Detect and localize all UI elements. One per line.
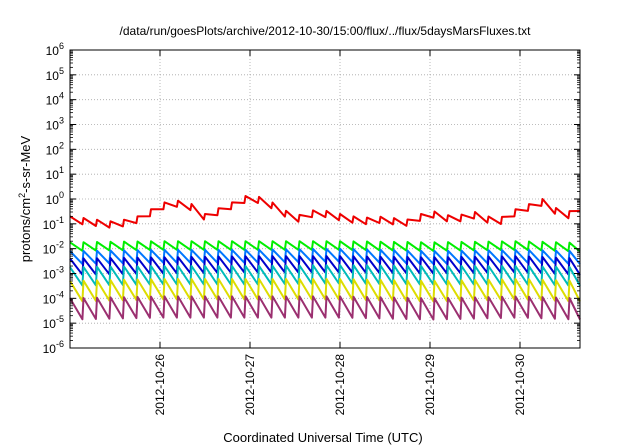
y-tick-label-exponent: -6 bbox=[56, 339, 64, 349]
x-tick-label: 2012-10-29 bbox=[423, 354, 437, 416]
data-series-line bbox=[69, 264, 581, 287]
y-axis-label-suffix: -s-sr-MeV bbox=[18, 135, 33, 192]
data-series-line bbox=[69, 240, 581, 253]
y-tick-label: 10-4 bbox=[43, 289, 64, 306]
y-tick-label: 10-3 bbox=[43, 265, 64, 282]
y-tick-label-exponent: -3 bbox=[56, 265, 64, 275]
y-tick-label-exponent: 6 bbox=[59, 41, 64, 51]
y-tick-label-base: 10 bbox=[46, 168, 60, 182]
x-axis-ticks: 2012-10-26 2012-10-27 2012-10-28 2012-10-29… bbox=[153, 50, 527, 415]
y-tick-label-base: 10 bbox=[46, 44, 60, 58]
y-tick-label-exponent: 4 bbox=[59, 91, 64, 101]
y-tick-label: 102 bbox=[46, 140, 64, 157]
y-tick-label-base: 10 bbox=[43, 218, 57, 232]
y-tick-label-base: 10 bbox=[43, 292, 57, 306]
y-tick-label-base: 10 bbox=[46, 69, 60, 83]
y-tick-label: 10-6 bbox=[43, 339, 64, 356]
x-tick-label: 2012-10-26 bbox=[153, 354, 167, 416]
chart-title: /data/run/goesPlots/archive/2012-10-30/1… bbox=[120, 24, 532, 38]
y-tick-label-base: 10 bbox=[43, 243, 57, 257]
grid bbox=[70, 50, 580, 348]
data-series-layer bbox=[69, 195, 581, 321]
y-tick-label: 10-1 bbox=[43, 215, 64, 232]
y-tick-label-base: 10 bbox=[46, 94, 60, 108]
y-tick-label: 100 bbox=[46, 190, 64, 207]
y-tick-label-exponent: 0 bbox=[59, 190, 64, 200]
x-tick-label: 2012-10-27 bbox=[243, 354, 257, 416]
x-axis-label: Coordinated Universal Time (UTC) bbox=[223, 430, 422, 445]
y-tick-label: 103 bbox=[46, 116, 64, 133]
y-axis-label-prefix: protons/cm bbox=[18, 198, 33, 262]
y-tick-label-base: 10 bbox=[43, 268, 57, 282]
data-series-line bbox=[69, 255, 581, 276]
y-tick-label: 104 bbox=[46, 91, 64, 108]
y-tick-label-exponent: -2 bbox=[56, 240, 64, 250]
y-axis-label: protons/cm2-s-sr-MeV bbox=[17, 135, 33, 262]
data-series-line bbox=[69, 295, 581, 321]
y-tick-label-exponent: 5 bbox=[59, 66, 64, 76]
x-tick-label: 2012-10-30 bbox=[513, 354, 527, 416]
y-tick-label-exponent: 1 bbox=[59, 165, 64, 175]
y-tick-label: 101 bbox=[46, 165, 64, 182]
y-tick-label: 10-2 bbox=[43, 240, 64, 257]
y-tick-label-exponent: 2 bbox=[59, 140, 64, 150]
data-series-line bbox=[69, 195, 581, 229]
y-tick-label-base: 10 bbox=[46, 193, 60, 207]
y-tick-label-base: 10 bbox=[43, 342, 57, 356]
x-tick-label: 2012-10-28 bbox=[333, 354, 347, 416]
y-tick-label-base: 10 bbox=[43, 317, 57, 331]
data-series-line bbox=[69, 247, 581, 265]
y-axis-ticks: 10-610-510-410-310-210-11001011021031041… bbox=[43, 41, 580, 356]
y-tick-label-exponent: -5 bbox=[56, 314, 64, 324]
y-tick-label: 105 bbox=[46, 66, 64, 83]
data-series-line bbox=[69, 278, 581, 303]
y-tick-label-exponent: -1 bbox=[56, 215, 64, 225]
y-axis-label-superscript: 2 bbox=[17, 193, 27, 198]
y-tick-label: 106 bbox=[46, 41, 64, 58]
y-tick-label: 10-5 bbox=[43, 314, 64, 331]
y-tick-label-base: 10 bbox=[46, 119, 60, 133]
y-tick-label-base: 10 bbox=[46, 143, 60, 157]
y-tick-label-exponent: 3 bbox=[59, 116, 64, 126]
y-tick-label-exponent: -4 bbox=[56, 289, 64, 299]
